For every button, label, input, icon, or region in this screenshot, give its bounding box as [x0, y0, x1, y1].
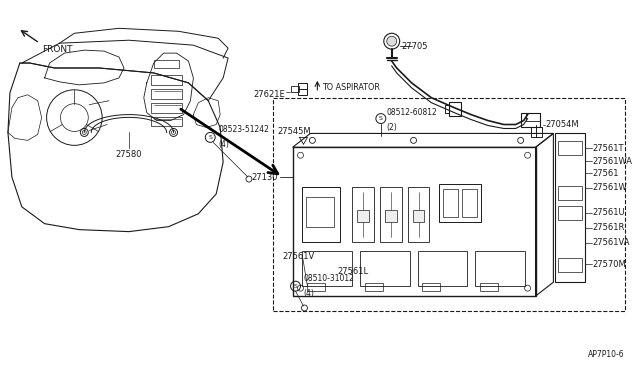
- Text: 27561WA: 27561WA: [592, 157, 632, 166]
- Text: TO ASPIRATOR: TO ASPIRATOR: [323, 83, 380, 92]
- Text: 27561: 27561: [592, 169, 619, 177]
- Bar: [417, 251, 467, 286]
- Bar: [462, 189, 477, 217]
- Text: 27561U: 27561U: [592, 208, 625, 217]
- Text: 27054M: 27054M: [545, 120, 579, 129]
- Bar: [380, 187, 402, 241]
- Bar: [556, 134, 585, 282]
- Text: 08523-51242: 08523-51242: [218, 125, 269, 134]
- Bar: [303, 251, 352, 286]
- Bar: [151, 89, 182, 99]
- Text: 27130: 27130: [251, 173, 278, 182]
- Text: 08512-60812: 08512-60812: [387, 108, 438, 116]
- Bar: [352, 187, 374, 241]
- Text: (4): (4): [218, 140, 229, 150]
- Bar: [445, 105, 449, 113]
- Bar: [151, 116, 182, 126]
- Bar: [558, 259, 582, 272]
- Bar: [154, 60, 179, 68]
- Bar: [525, 113, 541, 121]
- Bar: [273, 98, 625, 311]
- Circle shape: [387, 36, 397, 46]
- Text: FRONT: FRONT: [42, 45, 72, 54]
- Text: 27561L: 27561L: [337, 267, 368, 276]
- Bar: [444, 189, 458, 217]
- Text: 27561R: 27561R: [592, 223, 625, 232]
- Bar: [531, 128, 543, 137]
- Bar: [291, 86, 298, 92]
- Text: 27545M: 27545M: [278, 128, 311, 137]
- Bar: [385, 210, 397, 222]
- Bar: [303, 187, 340, 241]
- Bar: [422, 283, 440, 291]
- Text: 27705: 27705: [402, 42, 428, 51]
- Text: 27561W: 27561W: [592, 183, 627, 192]
- Text: AP7P10-6: AP7P10-6: [588, 350, 625, 359]
- Bar: [298, 83, 307, 95]
- Text: 27561VA: 27561VA: [592, 238, 630, 247]
- Text: S: S: [294, 284, 298, 289]
- Bar: [365, 283, 383, 291]
- Bar: [151, 103, 182, 113]
- Text: 27621E: 27621E: [253, 90, 285, 99]
- Bar: [475, 251, 525, 286]
- Text: 27580: 27580: [116, 150, 142, 159]
- Text: S: S: [208, 135, 212, 140]
- Bar: [360, 251, 410, 286]
- Text: (2): (2): [387, 122, 397, 132]
- Text: 27561V: 27561V: [283, 252, 315, 261]
- Bar: [151, 75, 182, 85]
- Text: 27570M: 27570M: [592, 260, 626, 269]
- Text: 27561T: 27561T: [592, 144, 623, 153]
- Bar: [521, 113, 541, 128]
- Bar: [307, 197, 334, 227]
- Bar: [558, 141, 582, 155]
- Bar: [307, 283, 325, 291]
- Text: S: S: [379, 116, 383, 121]
- Bar: [413, 210, 424, 222]
- Bar: [292, 147, 536, 296]
- Bar: [558, 206, 582, 220]
- Text: 08510-31012: 08510-31012: [303, 274, 355, 283]
- Bar: [558, 186, 582, 200]
- Text: (4): (4): [303, 289, 314, 298]
- Bar: [408, 187, 429, 241]
- Bar: [357, 210, 369, 222]
- Bar: [449, 102, 461, 116]
- Bar: [480, 283, 498, 291]
- Bar: [439, 184, 481, 222]
